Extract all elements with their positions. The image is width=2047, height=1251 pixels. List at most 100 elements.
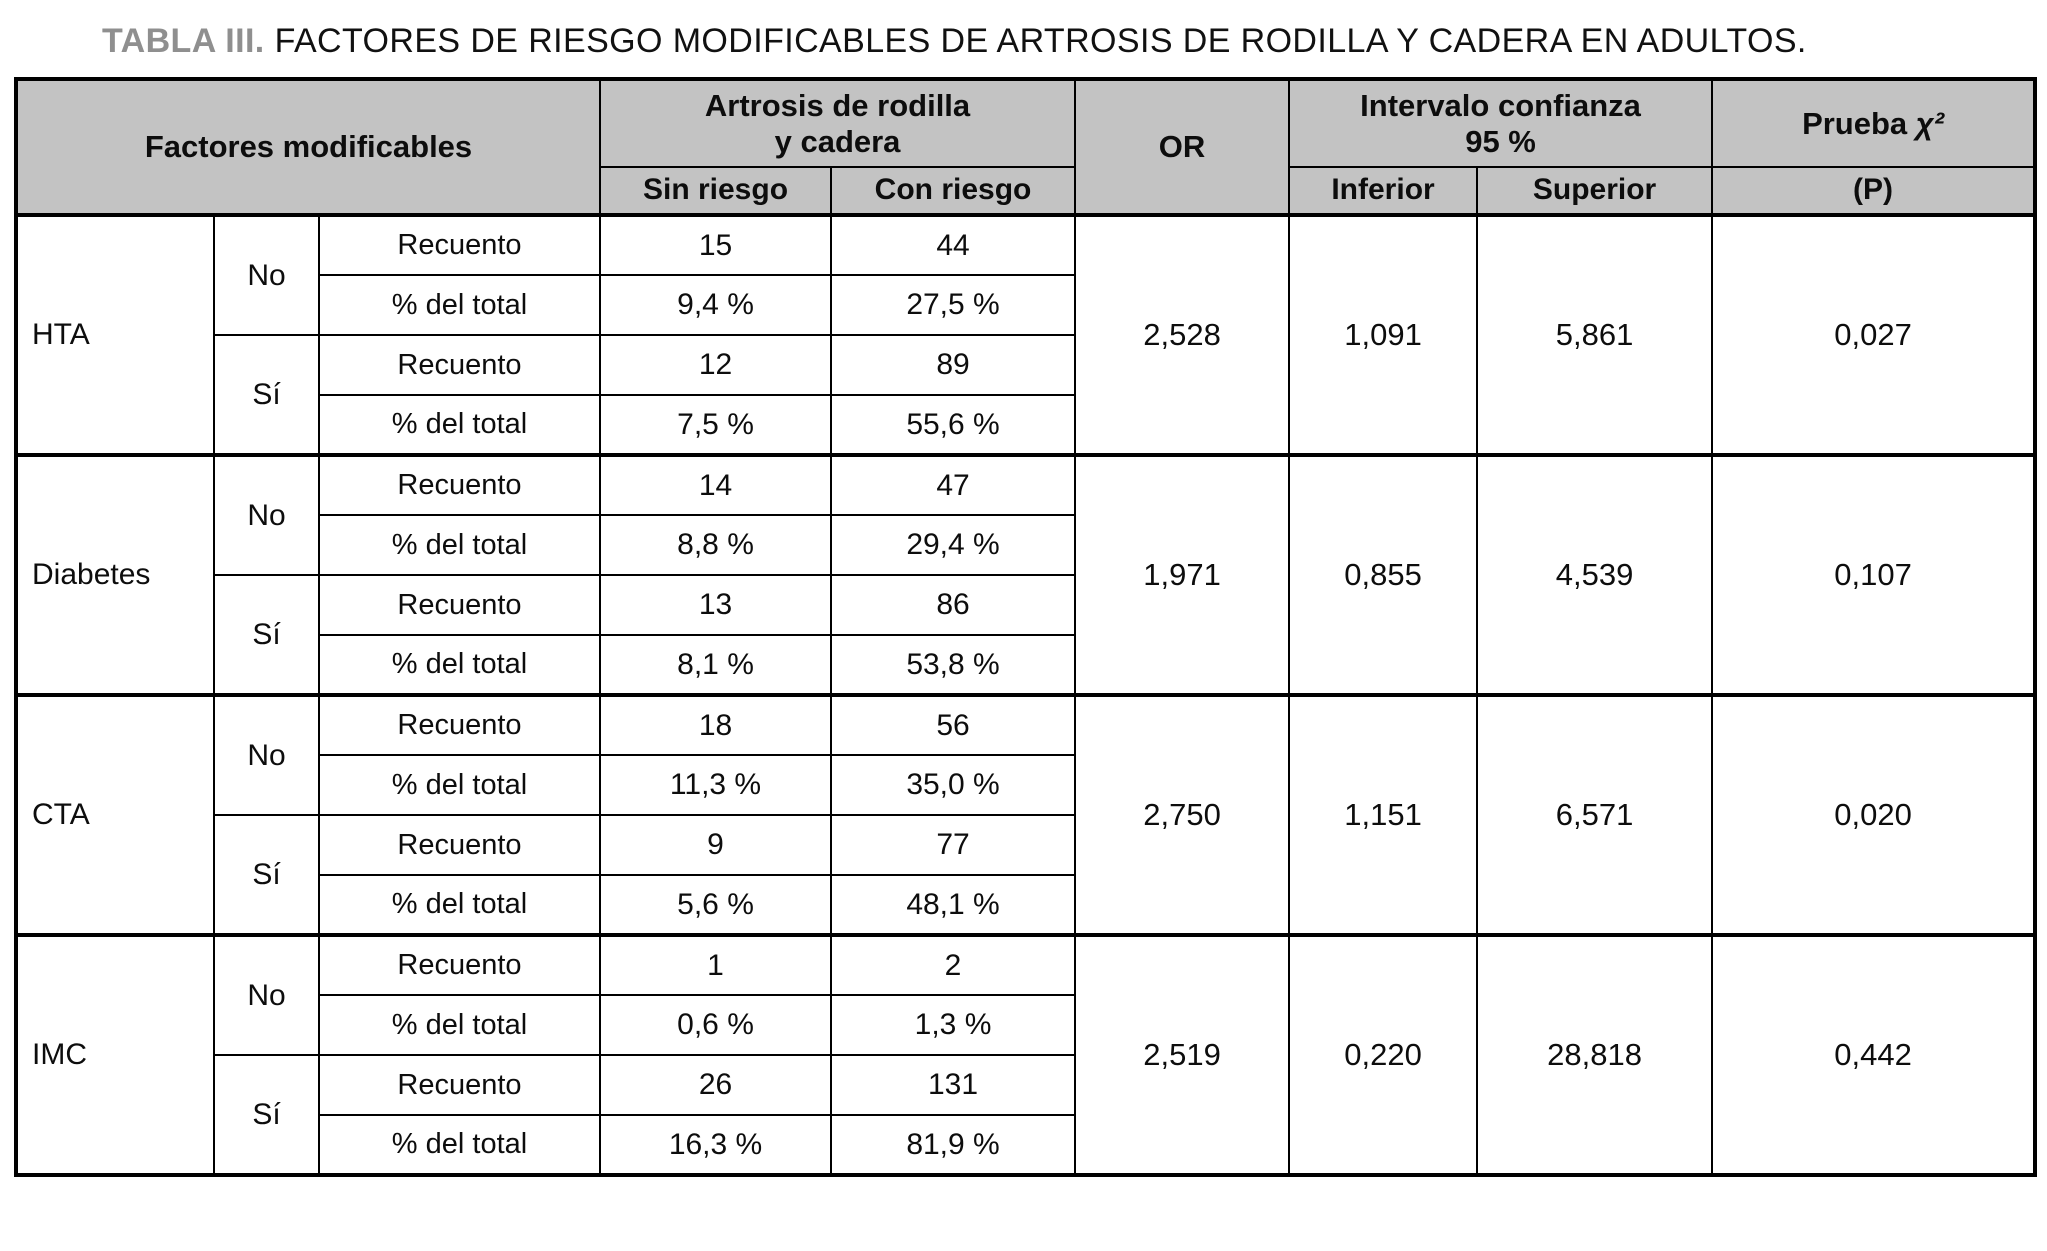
cell-sin-riesgo: 9,4 % <box>599 274 833 336</box>
table-row: HTA No Recuento 15 44 2,528 1,091 5,861 … <box>15 213 2037 456</box>
table-header: Factores modificables Artrosis de rodill… <box>14 78 2037 217</box>
cell-sin-riesgo: 13 <box>599 574 833 636</box>
cell-ic-inferior: 0,220 <box>1288 933 1479 1176</box>
row-label-recuento: Recuento <box>317 334 602 396</box>
cell-sin-riesgo: 11,3 % <box>599 754 833 816</box>
cell-ic-inferior: 1,151 <box>1288 693 1479 936</box>
cell-p-value: 0,107 <box>1711 453 2037 696</box>
table-row: Sí Recuento 13 86 <box>16 574 2035 696</box>
cell-con-riesgo: 47 <box>830 453 1077 516</box>
cell-sin-riesgo: 5,6 % <box>599 874 833 936</box>
cell-or: 2,519 <box>1074 933 1291 1176</box>
chi-squared-symbol: χ² <box>1915 105 1945 141</box>
table-row: % del total 5,6 % 48,1 % <box>16 874 2035 936</box>
row-label-pct: % del total <box>317 994 602 1056</box>
cell-p-value: 0,020 <box>1711 693 2037 936</box>
cell-con-riesgo: 53,8 % <box>830 634 1077 696</box>
table-row: % del total 9,4 % 27,5 % <box>16 274 2035 336</box>
row-label-recuento: Recuento <box>317 1054 602 1116</box>
cell-con-riesgo: 2 <box>830 933 1077 996</box>
table-row: % del total 8,8 % 29,4 % <box>16 514 2035 576</box>
row-label-recuento: Recuento <box>317 933 602 996</box>
cell-con-riesgo: 89 <box>830 334 1077 396</box>
yn-label-no: No <box>213 933 320 1056</box>
cell-con-riesgo: 27,5 % <box>830 274 1077 336</box>
factor-name: HTA <box>15 213 215 456</box>
table-title-label: TABLA III. <box>102 22 265 60</box>
row-label-pct: % del total <box>317 634 602 696</box>
cell-sin-riesgo: 1 <box>599 933 833 996</box>
yn-label-si: Sí <box>213 1054 320 1176</box>
cell-con-riesgo: 81,9 % <box>830 1114 1077 1176</box>
cell-ic-inferior: 1,091 <box>1288 213 1479 456</box>
cell-sin-riesgo: 14 <box>599 453 833 516</box>
subheader-p-value: (P) <box>1711 166 2037 217</box>
header-prueba-chi-cuadrado: Prueba χ² <box>1711 78 2037 168</box>
factor-name: IMC <box>15 933 215 1176</box>
cell-ic-superior: 5,861 <box>1476 213 1714 456</box>
row-label-recuento: Recuento <box>317 453 602 516</box>
yn-label-si: Sí <box>213 814 320 936</box>
header-row-1: Factores modificables Artrosis de rodill… <box>14 78 2037 216</box>
header-row-2: Sin riesgo Con riesgo Inferior Superior … <box>16 166 2037 217</box>
cell-sin-riesgo: 8,8 % <box>599 514 833 576</box>
cell-sin-riesgo: 18 <box>599 693 833 756</box>
cell-con-riesgo: 1,3 % <box>830 994 1077 1056</box>
subheader-inferior: Inferior <box>1288 166 1479 217</box>
cell-p-value: 0,027 <box>1711 213 2037 456</box>
cell-sin-riesgo: 8,1 % <box>599 634 833 696</box>
yn-label-no: No <box>213 693 320 816</box>
cell-sin-riesgo: 7,5 % <box>599 394 833 456</box>
cell-sin-riesgo: 26 <box>599 1054 833 1116</box>
factor-name: CTA <box>15 693 215 936</box>
table-body: HTA No Recuento 15 44 2,528 1,091 5,861 … <box>15 213 2037 1176</box>
row-label-pct: % del total <box>317 274 602 336</box>
header-or: OR <box>1074 78 1291 216</box>
table-row: IMC No Recuento 1 2 2,519 0,220 28,818 0… <box>15 933 2037 1176</box>
table-title-text: FACTORES DE RIESGO MODIFICABLES DE ARTRO… <box>274 22 1807 60</box>
cell-con-riesgo: 48,1 % <box>830 874 1077 936</box>
row-label-pct: % del total <box>317 514 602 576</box>
row-label-recuento: Recuento <box>317 574 602 636</box>
cell-ic-superior: 28,818 <box>1476 933 1714 1176</box>
table-title: TABLA III. FACTORES DE RIESGO MODIFICABLE… <box>102 22 2033 61</box>
cell-con-riesgo: 55,6 % <box>830 394 1077 456</box>
cell-ic-inferior: 0,855 <box>1288 453 1479 696</box>
table-row: % del total 16,3 % 81,9 % <box>16 1114 2035 1176</box>
row-label-recuento: Recuento <box>317 814 602 876</box>
row-label-pct: % del total <box>317 1114 602 1176</box>
cell-con-riesgo: 86 <box>830 574 1077 636</box>
header-prueba-label: Prueba <box>1802 105 1908 141</box>
table-row: % del total 8,1 % 53,8 % <box>16 634 2035 696</box>
yn-label-no: No <box>213 213 320 336</box>
table-row: % del total 0,6 % 1,3 % <box>16 994 2035 1056</box>
subheader-sin-riesgo: Sin riesgo <box>599 166 833 217</box>
header-intervalo-confianza: Intervalo confianza 95 % <box>1288 78 1714 168</box>
cell-or: 2,750 <box>1074 693 1291 936</box>
header-factores-modificables: Factores modificables <box>14 78 602 216</box>
cell-sin-riesgo: 12 <box>599 334 833 396</box>
table-row: CTA No Recuento 18 56 2,750 1,151 6,571 … <box>15 693 2037 936</box>
cell-ic-superior: 4,539 <box>1476 453 1714 696</box>
header-artrosis-rodilla-cadera: Artrosis de rodilla y cadera <box>599 78 1077 168</box>
cell-or: 1,971 <box>1074 453 1291 696</box>
row-label-recuento: Recuento <box>317 213 602 276</box>
yn-label-si: Sí <box>213 574 320 696</box>
cell-sin-riesgo: 0,6 % <box>599 994 833 1056</box>
table-row: Sí Recuento 9 77 <box>16 814 2035 936</box>
table-row: Diabetes No Recuento 14 47 1,971 0,855 4… <box>15 453 2037 696</box>
yn-label-no: No <box>213 453 320 576</box>
cell-con-riesgo: 29,4 % <box>830 514 1077 576</box>
cell-sin-riesgo: 9 <box>599 814 833 876</box>
subheader-superior: Superior <box>1476 166 1714 217</box>
row-label-pct: % del total <box>317 874 602 936</box>
subheader-con-riesgo: Con riesgo <box>830 166 1077 217</box>
yn-label-si: Sí <box>213 334 320 456</box>
cell-con-riesgo: 131 <box>830 1054 1077 1116</box>
cell-p-value: 0,442 <box>1711 933 2037 1176</box>
cell-sin-riesgo: 15 <box>599 213 833 276</box>
cell-con-riesgo: 44 <box>830 213 1077 276</box>
cell-or: 2,528 <box>1074 213 1291 456</box>
risk-factors-table: Factores modificables Artrosis de rodill… <box>14 77 2038 1177</box>
